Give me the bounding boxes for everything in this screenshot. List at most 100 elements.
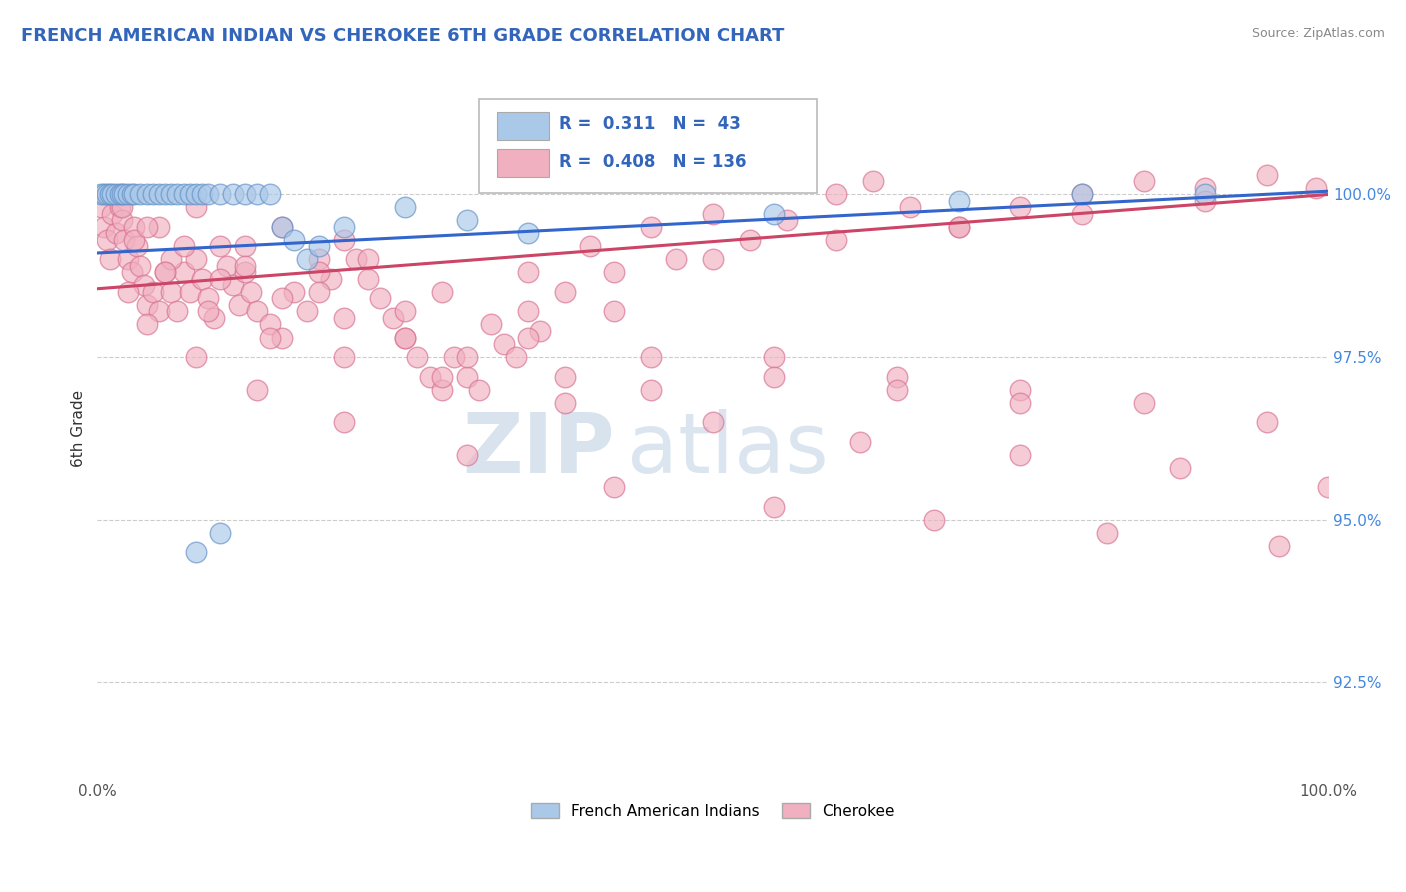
Point	[394, 330, 416, 344]
Point	[1305, 181, 1327, 195]
Point	[332, 310, 354, 325]
Point	[233, 259, 256, 273]
Point	[1256, 415, 1278, 429]
Point	[153, 265, 176, 279]
FancyBboxPatch shape	[498, 149, 550, 178]
Point	[492, 337, 515, 351]
Point	[308, 285, 330, 299]
Point	[332, 219, 354, 234]
Point	[148, 219, 170, 234]
Point	[246, 383, 269, 397]
Point	[135, 219, 157, 234]
Point	[135, 298, 157, 312]
Point	[332, 415, 354, 429]
Point	[117, 285, 139, 299]
Point	[142, 187, 165, 202]
Point	[112, 187, 135, 202]
Point	[554, 369, 576, 384]
Point	[1071, 187, 1094, 202]
Point	[517, 265, 540, 279]
Point	[222, 278, 245, 293]
Point	[111, 187, 134, 202]
Point	[295, 304, 318, 318]
Point	[184, 201, 207, 215]
Point	[775, 213, 797, 227]
Point	[160, 252, 183, 267]
Point	[209, 187, 232, 202]
Point	[1010, 383, 1032, 397]
Point	[129, 187, 152, 202]
Point	[233, 187, 256, 202]
Point	[1132, 174, 1154, 188]
Point	[1194, 194, 1216, 208]
FancyBboxPatch shape	[498, 112, 550, 140]
Point	[93, 219, 115, 234]
Point	[202, 310, 225, 325]
Point	[456, 213, 478, 227]
Point	[886, 383, 908, 397]
Point	[922, 512, 945, 526]
Point	[430, 285, 453, 299]
Point	[430, 369, 453, 384]
Point	[124, 187, 146, 202]
Point	[1194, 187, 1216, 202]
Point	[121, 187, 143, 202]
Point	[259, 318, 281, 332]
Point	[898, 201, 921, 215]
Point	[529, 324, 551, 338]
Point	[246, 304, 269, 318]
Point	[246, 187, 269, 202]
Point	[763, 369, 786, 384]
Point	[160, 187, 183, 202]
Point	[117, 187, 139, 202]
Point	[184, 545, 207, 559]
Point	[702, 415, 724, 429]
Point	[603, 265, 626, 279]
Point	[554, 395, 576, 409]
Point	[173, 187, 195, 202]
Point	[1071, 207, 1094, 221]
Point	[197, 292, 219, 306]
Y-axis label: 6th Grade: 6th Grade	[72, 390, 86, 467]
Point	[1095, 525, 1118, 540]
Point	[763, 207, 786, 221]
Point	[321, 272, 343, 286]
Point	[191, 187, 214, 202]
Text: ZIP: ZIP	[461, 409, 614, 490]
Point	[948, 194, 970, 208]
Point	[173, 239, 195, 253]
Point	[381, 310, 404, 325]
Point	[98, 187, 121, 202]
Point	[93, 187, 115, 202]
Point	[271, 292, 294, 306]
Point	[406, 350, 429, 364]
Point	[603, 304, 626, 318]
Point	[419, 369, 441, 384]
Point	[394, 201, 416, 215]
Point	[191, 272, 214, 286]
Point	[479, 318, 502, 332]
Point	[135, 318, 157, 332]
Point	[222, 187, 245, 202]
Point	[160, 285, 183, 299]
Text: FRENCH AMERICAN INDIAN VS CHEROKEE 6TH GRADE CORRELATION CHART: FRENCH AMERICAN INDIAN VS CHEROKEE 6TH G…	[21, 27, 785, 45]
Point	[283, 285, 305, 299]
Text: Source: ZipAtlas.com: Source: ZipAtlas.com	[1251, 27, 1385, 40]
Point	[166, 304, 188, 318]
Point	[295, 252, 318, 267]
Point	[209, 525, 232, 540]
Point	[179, 285, 201, 299]
Point	[98, 252, 121, 267]
Point	[1132, 395, 1154, 409]
Point	[197, 187, 219, 202]
Point	[108, 201, 131, 215]
Point	[1170, 460, 1192, 475]
Point	[517, 227, 540, 241]
Point	[283, 233, 305, 247]
Point	[117, 252, 139, 267]
Point	[603, 480, 626, 494]
Point	[344, 252, 367, 267]
Point	[332, 233, 354, 247]
Point	[468, 383, 491, 397]
Point	[332, 350, 354, 364]
